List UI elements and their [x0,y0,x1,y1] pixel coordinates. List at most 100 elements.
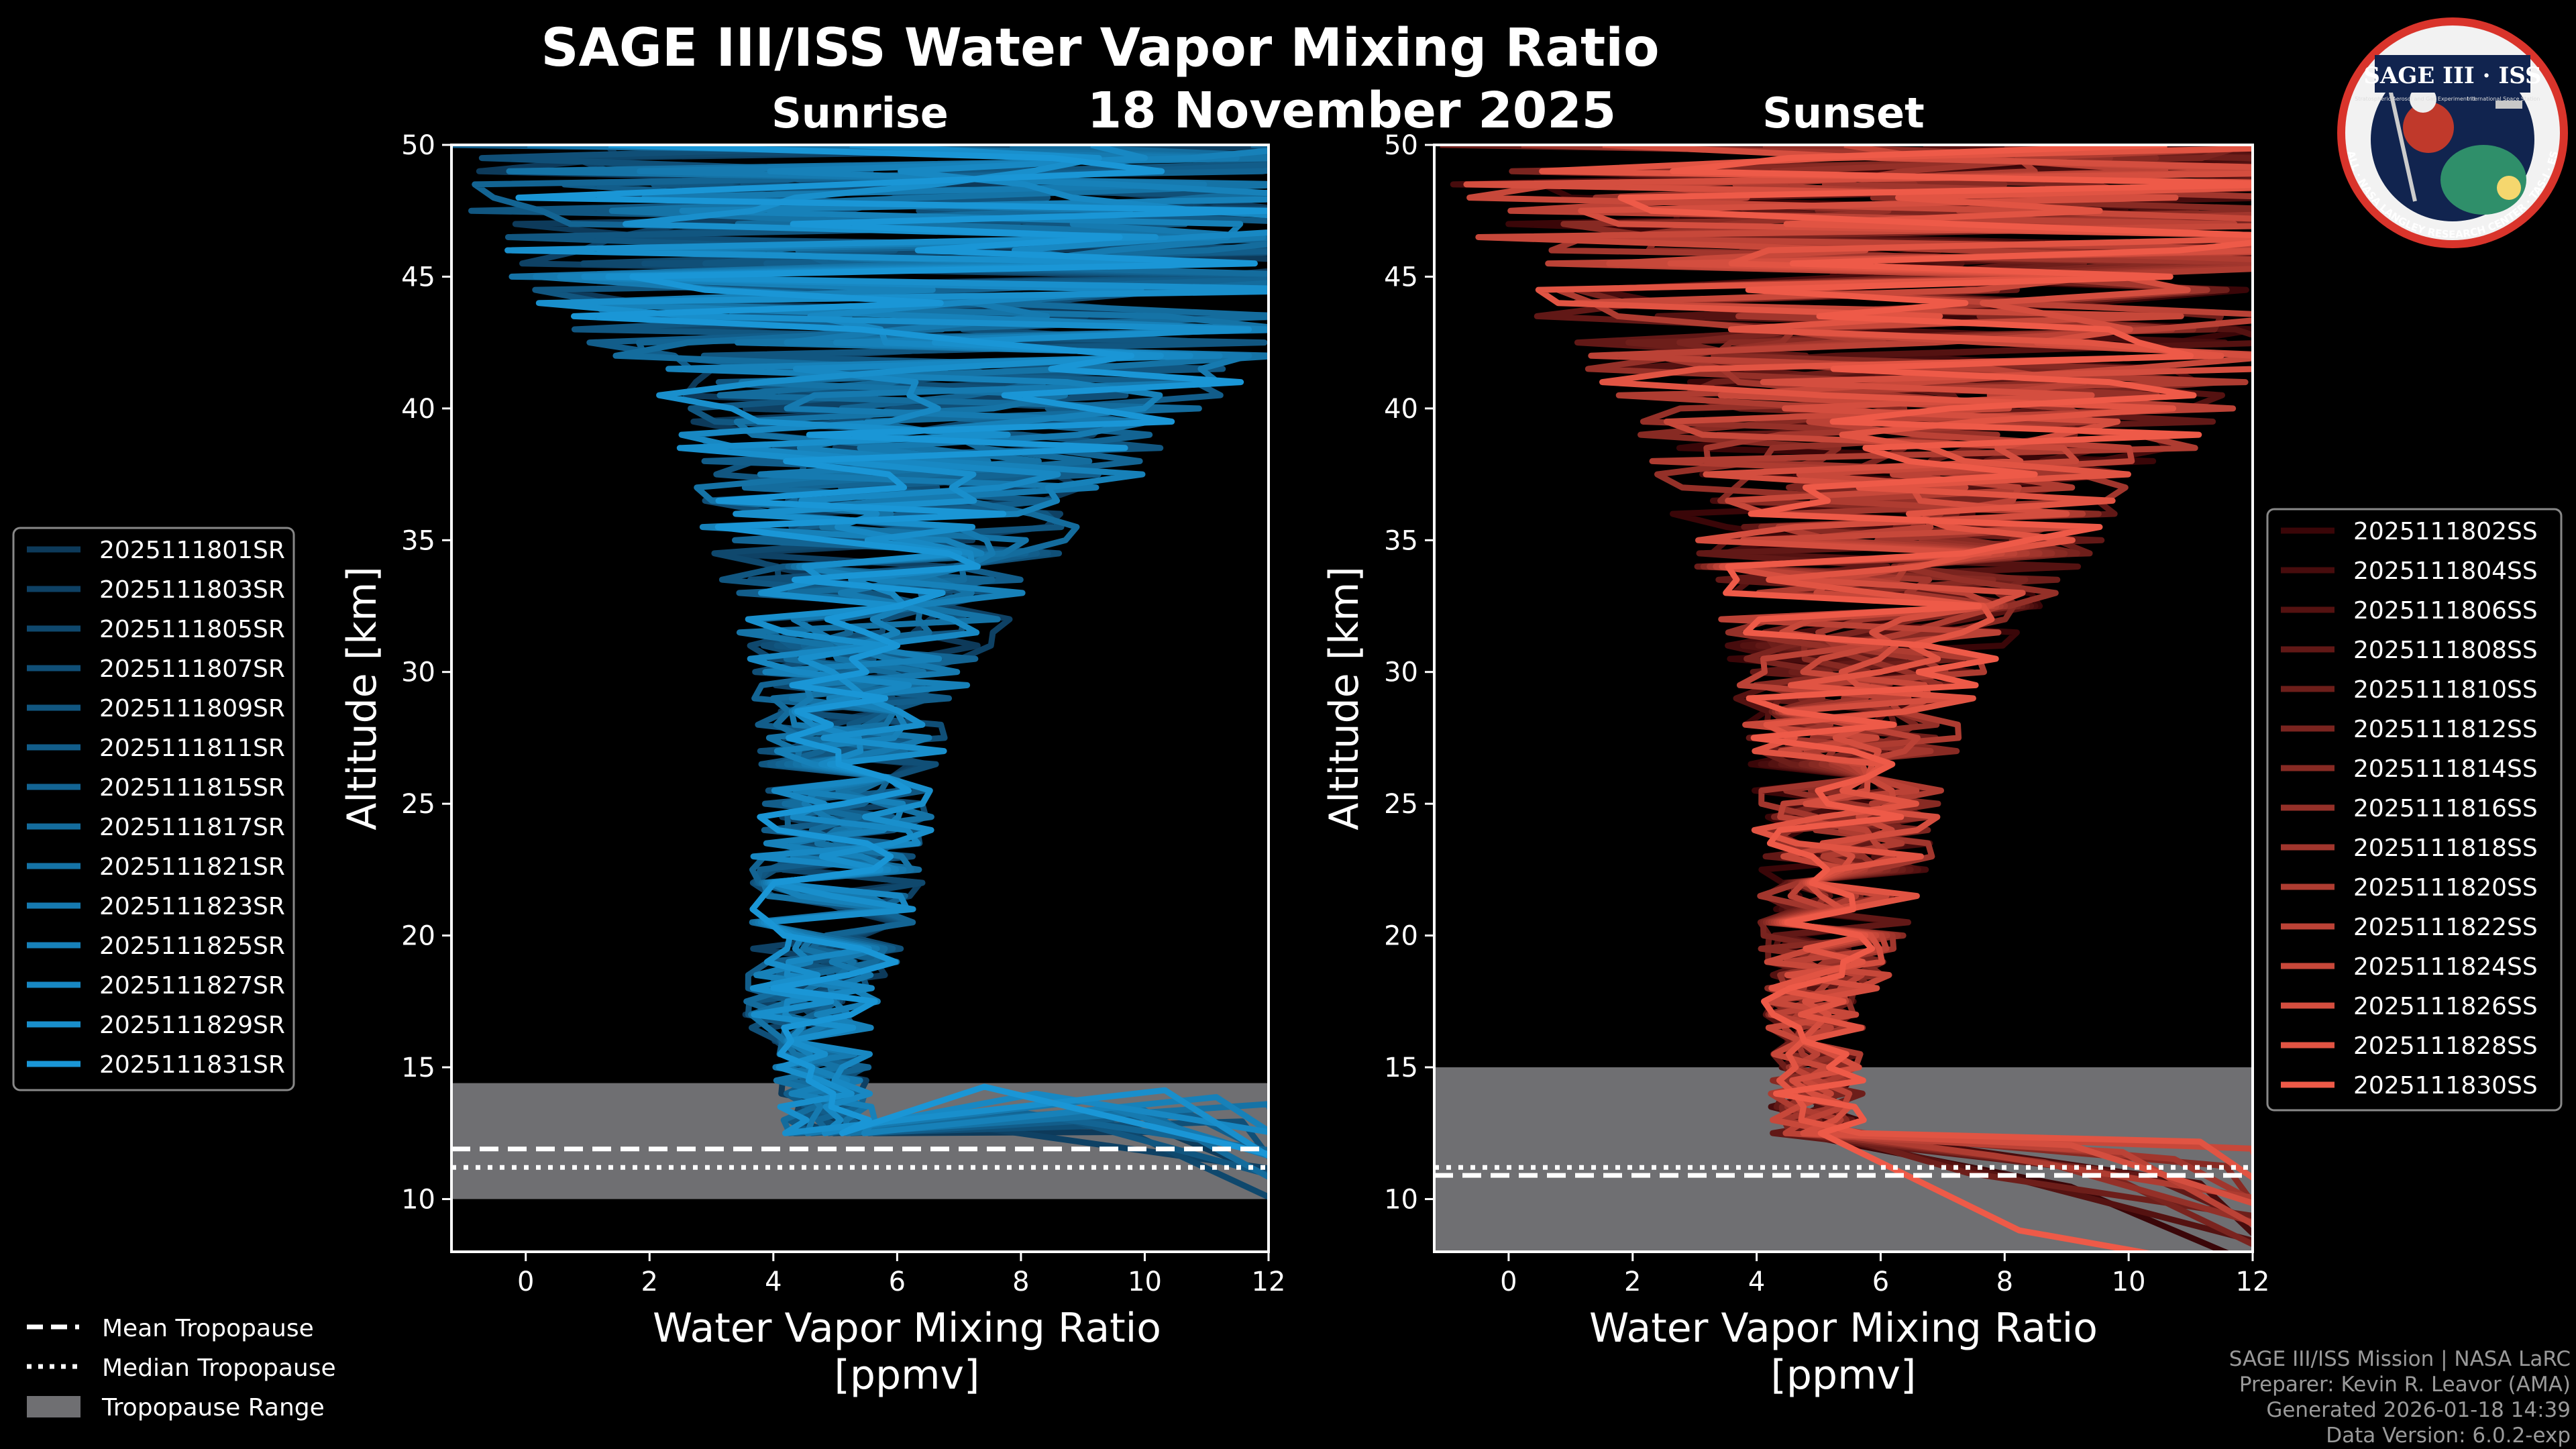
legend-item-2025111818SS: 2025111818SS [2281,835,2538,862]
legend-item-2025111831SR: 2025111831SR [27,1051,285,1079]
page-title: SAGE III/ISS Water Vapor Mixing Ratio [541,18,1659,78]
legend-label: 2025111816SS [2353,795,2538,822]
sunset-profile-2025111830SS [1617,145,2253,1252]
credit-preparer: Preparer: Kevin R. Leavor (AMA) [2239,1373,2571,1397]
sunrise-ytick-label: 50 [401,130,435,161]
tropopause-range-label: Tropopause Range [101,1394,325,1421]
sunrise-xtick-label: 12 [1252,1267,1286,1297]
mean-tropopause-label: Mean Tropopause [102,1315,314,1342]
median-tropopause-label: Median Tropopause [102,1354,336,1382]
credits: SAGE III/ISS Mission | NASA LaRC Prepare… [2229,1347,2571,1448]
legend-label: 2025111801SR [99,537,285,564]
legend-label: 2025111817SR [99,814,285,841]
legend-label: 2025111814SS [2353,755,2538,783]
sunrise-legend: 2025111801SR 2025111803SR 2025111805SR 2025… [12,527,295,1091]
legend-item-2025111817SR: 2025111817SR [27,814,285,841]
sunset-xtick-label: 4 [1748,1267,1765,1297]
sunset-xtick-label: 6 [1872,1267,1889,1297]
sunset-ytick-label: 35 [1384,525,1418,556]
legend-item-2025111829SR: 2025111829SR [27,1012,285,1039]
legend-label: 2025111812SS [2353,716,2538,743]
legend-label: 2025111811SR [99,735,285,762]
legend-label: 2025111826SS [2353,993,2538,1020]
sunrise-xtick-label: 0 [517,1267,534,1297]
legend-item-2025111823SR: 2025111823SR [27,893,285,920]
legend-label: 2025111808SS [2353,637,2538,664]
legend-item-2025111810SS: 2025111810SS [2281,676,2538,704]
sunset-ylabel: Altitude [km] [1321,566,1368,830]
sunrise-xtick-label: 8 [1012,1267,1029,1297]
legend-item-2025111815SR: 2025111815SR [27,774,285,802]
legend-label: 2025111803SR [99,576,285,604]
sunset-ytick-label: 10 [1384,1184,1418,1215]
logo-subtitle: Stratospheric Aerosol and Gas Experiment… [2355,96,2475,102]
legend-item-2025111826SS: 2025111826SS [2281,993,2538,1020]
sunset-ytick-label: 30 [1384,657,1418,688]
legend-label: 2025111815SR [99,774,285,802]
logo-sun-icon [2497,176,2521,200]
sunset-xtick-label: 8 [1996,1267,2013,1297]
legend-label: 2025111827SR [99,972,285,1000]
sunset-ytick-label: 15 [1384,1053,1418,1083]
logo-title: SAGE III · ISS [2363,62,2541,89]
sunrise-xlabel-2: [ppmv] [835,1352,980,1399]
sunrise-ytick-label: 40 [401,394,435,425]
sunrise-xtick-label: 4 [765,1267,782,1297]
sunrise-axes-frame [450,144,1270,1253]
sunset-profile-2025111826SS [1463,145,2253,1207]
legend-item-2025111816SS: 2025111816SS [2281,795,2538,822]
legend-item-2025111827SR: 2025111827SR [27,972,285,1000]
sunrise-ytick-label: 25 [401,789,435,820]
legend-label: 2025111802SS [2353,518,2538,545]
sunrise-profile-2025111831SR [515,145,1269,1158]
logo-station-icon [2496,101,2522,109]
sunset-ytick-label: 25 [1384,789,1418,820]
legend-label: 2025111821SR [99,853,285,881]
legend-label: 2025111806SS [2353,597,2538,625]
sunrise-chart: 0 2 4 6 8 10 12 10 15 20 25 30 35 40 45 50 Water Vapor … [339,130,1286,1399]
sunrise-xtick-label: 10 [1128,1267,1162,1297]
legend-label: 2025111828SS [2353,1032,2538,1060]
date-title: 18 November 2025 [1087,82,1616,140]
sunset-xtick-label: 0 [1500,1267,1517,1297]
legend-label: 2025111822SS [2353,914,2538,941]
sunset-legend: 2025111802SS 2025111804SS 2025111806SS 2025… [2266,508,2563,1112]
legend-item-2025111822SS: 2025111822SS [2281,914,2538,941]
legend-item-2025111811SR: 2025111811SR [27,735,285,762]
sunrise-ytick-label: 20 [401,921,435,952]
legend-label: 2025111830SS [2353,1072,2538,1099]
legend-label: 2025111810SS [2353,676,2538,704]
legend-item-2025111804SS: 2025111804SS [2281,557,2538,585]
sunset-profile-2025111824SS [1466,145,2253,1159]
legend-item-2025111803SR: 2025111803SR [27,576,285,604]
sunset-profile-2025111820SS [1547,145,2253,1201]
legend-item-2025111806SS: 2025111806SS [2281,597,2538,625]
sunset-title: Sunset [1762,89,1925,138]
legend-item-2025111821SR: 2025111821SR [27,853,285,881]
legend-item-2025111805SR: 2025111805SR [27,616,285,643]
sunrise-xtick-label: 2 [641,1267,658,1297]
legend-item-2025111828SS: 2025111828SS [2281,1032,2538,1060]
legend-label: 2025111807SR [99,655,285,683]
sunset-xtick-label: 2 [1624,1267,1641,1297]
legend-label: 2025111829SR [99,1012,285,1039]
sunset-xtick-label: 10 [2112,1267,2146,1297]
sunset-axes-frame [1433,144,2254,1253]
legend-item-2025111802SS: 2025111802SS [2281,518,2538,545]
sunrise-ytick-label: 45 [401,262,435,292]
legend-label: 2025111831SR [99,1051,285,1079]
legend-item-2025111812SS: 2025111812SS [2281,716,2538,743]
legend-item-2025111824SS: 2025111824SS [2281,953,2538,981]
tropopause-range-swatch [27,1396,80,1417]
credit-mission: SAGE III/ISS Mission | NASA LaRC [2229,1347,2571,1371]
sunrise-xlabel-1: Water Vapor Mixing Ratio [653,1305,1161,1352]
sunrise-ytick-label: 35 [401,525,435,556]
sunrise-ytick-label: 30 [401,657,435,688]
sunset-xlabel-1: Water Vapor Mixing Ratio [1589,1305,2098,1352]
credit-generated: Generated 2026-01-18 14:39 [2266,1398,2571,1422]
sunset-ytick-label: 45 [1384,262,1418,292]
sunrise-title: Sunrise [771,89,949,138]
sunrise-ytick-label: 15 [401,1053,435,1083]
legend-item-2025111808SS: 2025111808SS [2281,637,2538,664]
